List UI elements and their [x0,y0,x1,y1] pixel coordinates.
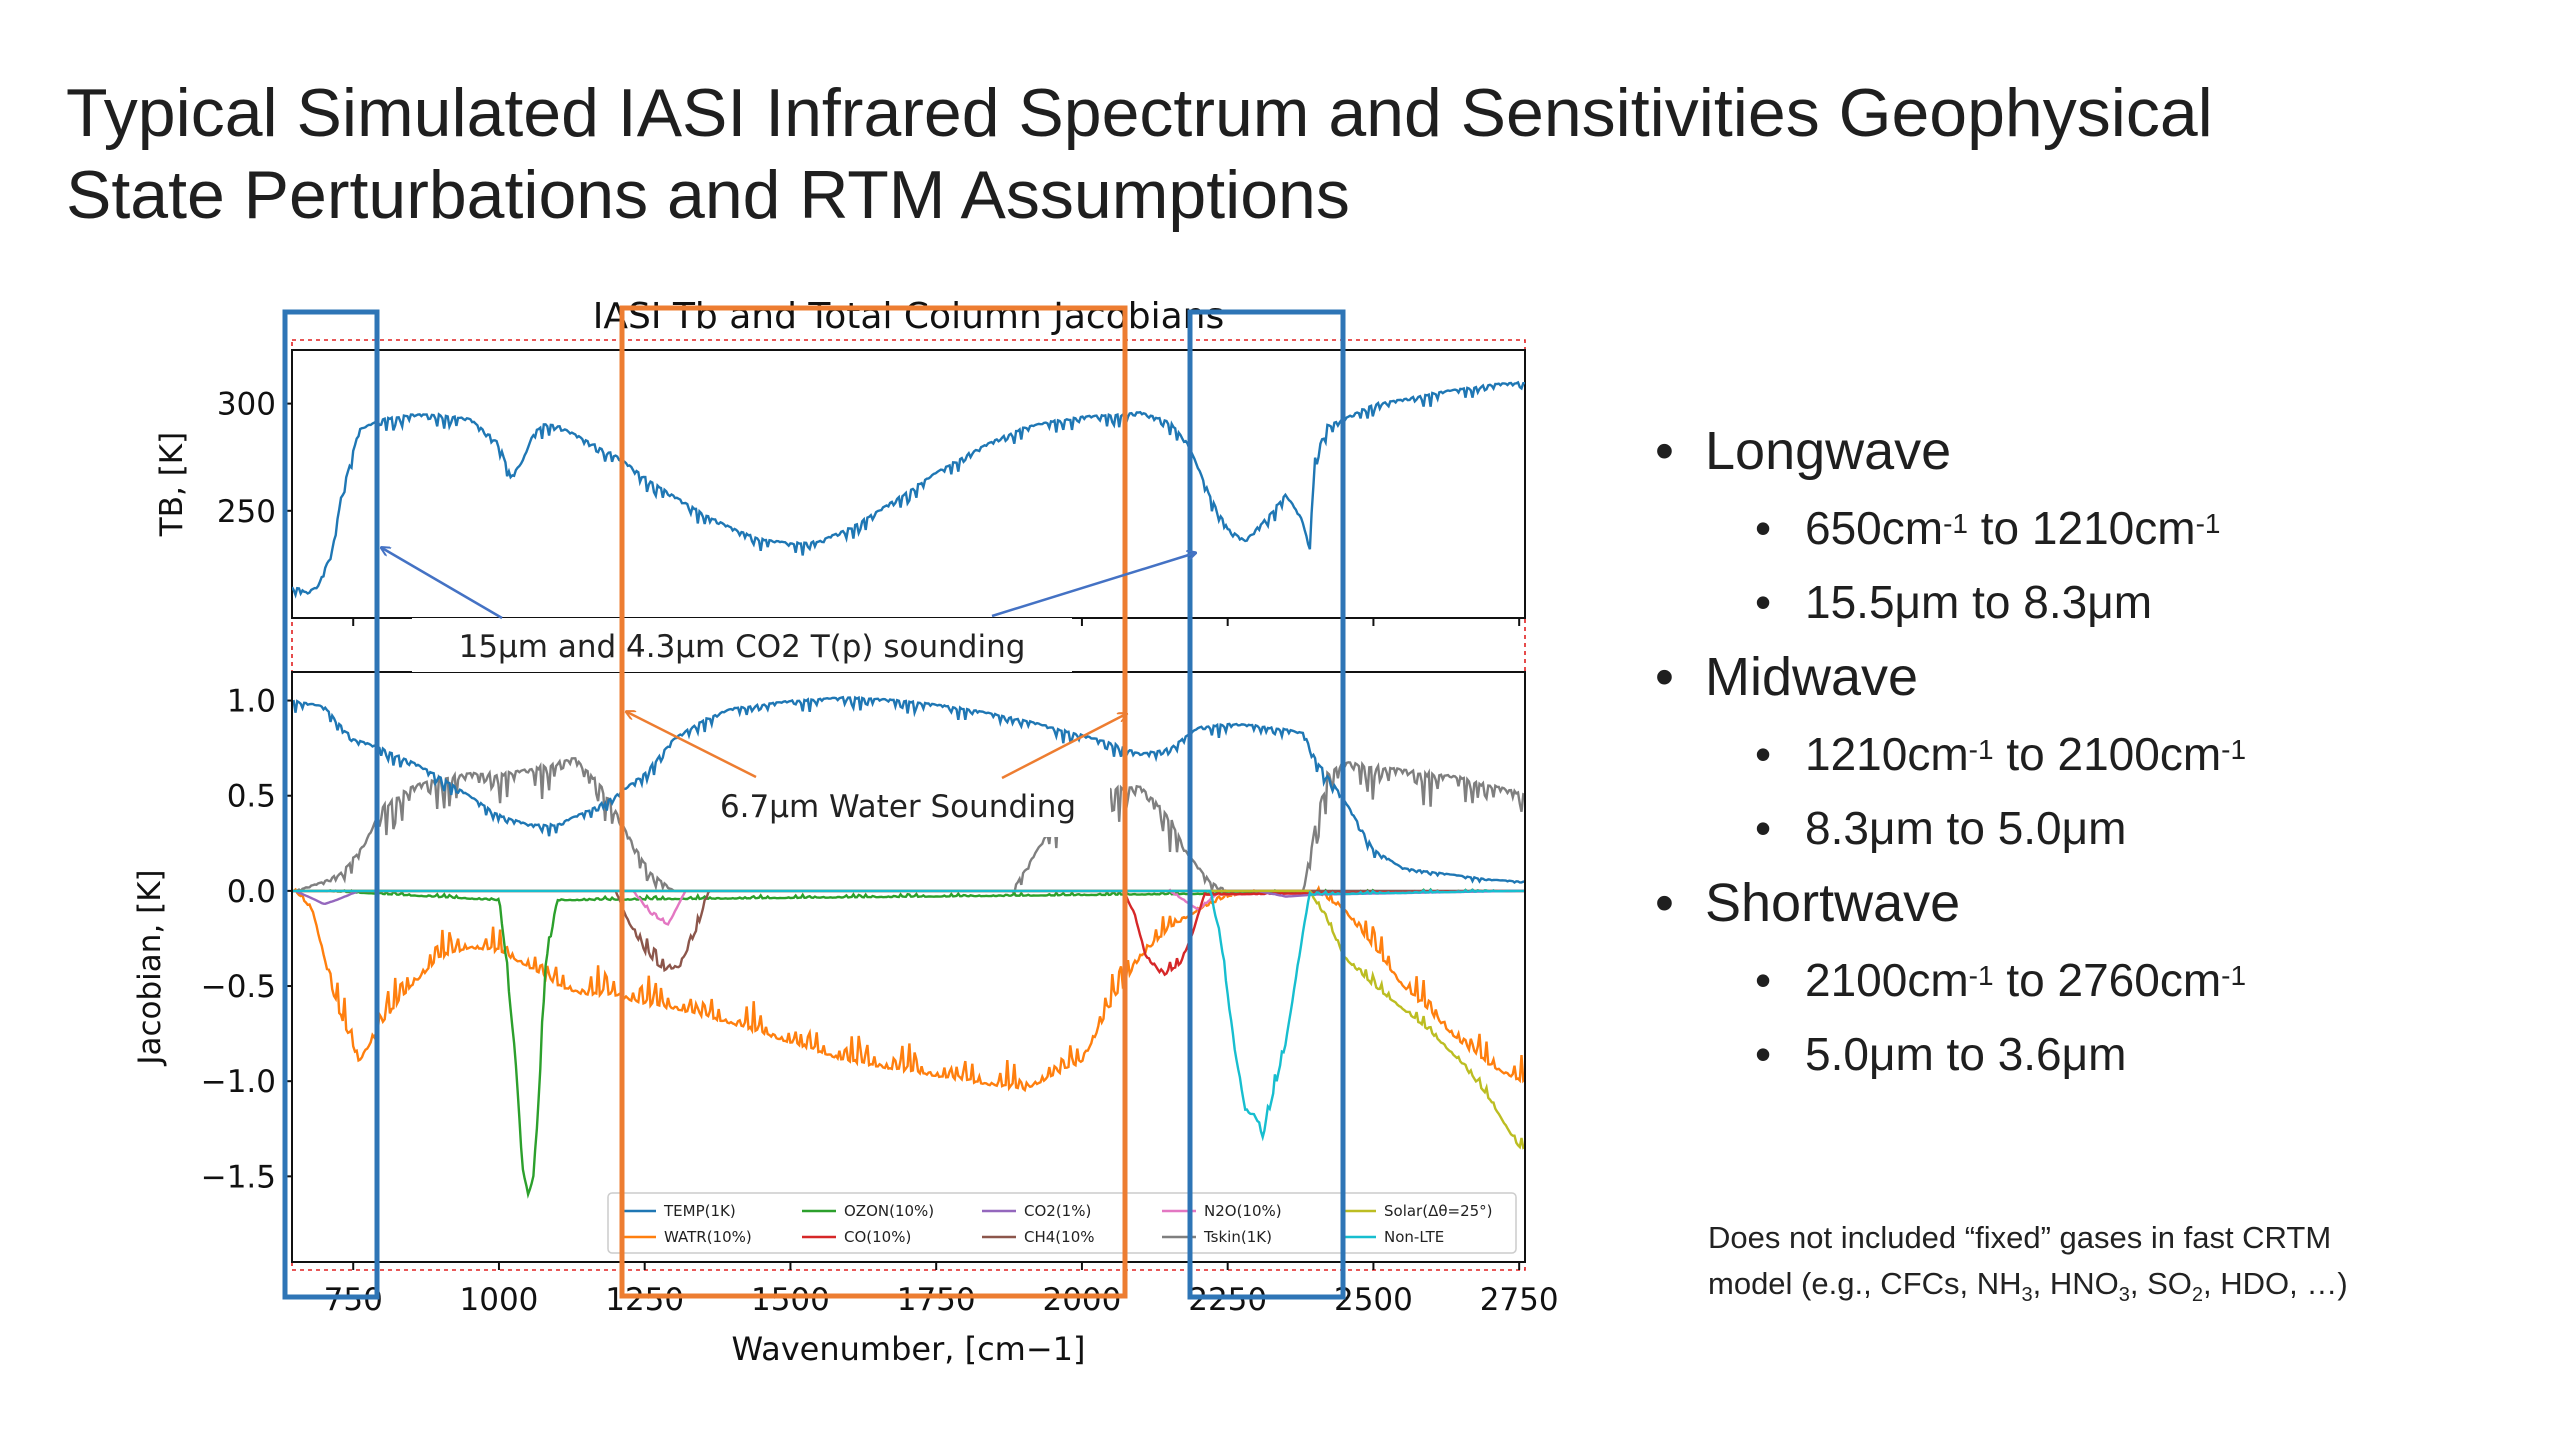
jacobian-ylabel: Jacobian, [K] [132,869,168,1066]
jacobian-series-non-lte [292,888,1525,1142]
xtick-label: 750 [324,1282,383,1318]
bullet-longwave: Longwave [1655,419,2455,483]
bullet-midwave: Midwave [1655,645,2455,709]
legend-label: TEMP(1K) [663,1202,736,1220]
jacobian-ytick-label: −1.5 [201,1159,276,1195]
xtick-label: 1750 [897,1282,976,1318]
jacobian-panel-frame [291,671,1526,1263]
slide-title-line-2: State Perturbations and RTM Assumptions [66,157,1350,233]
iasi-chart: IASI Tb and Total Column Jacobians 250 300… [132,296,1559,1368]
highlight-band-midwave [619,305,1128,1299]
jacobian-series-co-10 [292,888,1525,977]
legend-label: Tskin(1K) [1203,1228,1272,1246]
legend-label: CO(10%) [844,1228,911,1246]
tb-ytick-label: 250 [217,494,276,530]
footnote-line-1: Does not included “fixed” gases in fast … [1708,1220,2332,1255]
tb-ytick-label: 300 [217,387,276,423]
jacobian-series-watr-10 [292,885,1525,1093]
water-arrow-left [627,712,757,779]
bullet-shortwave: Shortwave [1655,871,2455,935]
footnote-line-2: model (e.g., CFCs, NH3, HNO3, SO2, HDO, … [1708,1266,2348,1307]
jacobian-series-solar-25 [292,889,1525,1150]
xtick-label: 2000 [1042,1282,1121,1318]
jacobian-ytick-label: 1.0 [227,684,276,720]
co2-arrow-left [382,548,503,620]
x-axis-label: Wavenumber, [cm−1] [732,1330,1086,1368]
jacobian-series-ozon-10 [292,887,1525,1199]
footnote: Does not included “fixed” gases in fast … [1708,1215,2488,1318]
bullet-shortwave-range-um: 5.0μm to 3.6μm [1655,1025,2455,1083]
bullet-shortwave-range-cm: 2100cm-1 to 2760cm-1 [1655,951,2455,1009]
xtick-label: 1500 [751,1282,830,1318]
legend-label: Non-LTE [1384,1228,1444,1246]
jacobian-ytick-label: 0.5 [227,779,276,815]
tb-spectrum-line [292,380,1525,599]
co2-arrow-right [991,553,1195,618]
jacobian-series-ch4-10 [292,889,1525,973]
bullet-longwave-range-um: 15.5μm to 8.3μm [1655,573,2455,631]
annotation-water-sounding: 6.7μm Water Sounding [720,789,1076,825]
jacobian-ytick-label: −0.5 [201,969,276,1005]
slide-title-line-1: Typical Simulated IASI Infrared Spectrum… [66,75,2213,151]
band-bullets: Longwave 650cm-1 to 1210cm-1 15.5μm to 8… [1655,405,2455,1083]
jacobian-ytick-label: 0.0 [227,874,276,910]
water-arrow-right [1001,714,1126,780]
slide-title: Typical Simulated IASI Infrared Spectrum… [66,72,2366,236]
annotation-box-co2 [412,618,1072,672]
annotation-box-water [690,775,1110,837]
xtick-label: 1000 [460,1282,539,1318]
legend-label: OZON(10%) [844,1202,934,1220]
xtick-label: 2250 [1188,1282,1267,1318]
bullet-midwave-range-cm: 1210cm-1 to 2100cm-1 [1655,725,2455,783]
bullet-midwave-range-um: 8.3μm to 5.0μm [1655,799,2455,857]
xtick-label: 1250 [605,1282,684,1318]
highlight-band-shortwave [1187,309,1346,1300]
annotation-co2-sounding: 15μm and 4.3μm CO2 T(p) sounding [459,629,1026,665]
highlight-band-longwave [282,309,380,1300]
jacobian-ytick-label: −1.0 [201,1064,276,1100]
legend-label: N2O(10%) [1204,1202,1282,1220]
legend-label: Solar(Δθ=25°) [1384,1202,1493,1220]
jacobian-series-temp-1k [292,695,1525,884]
legend-label: CO2(1%) [1024,1202,1091,1220]
tb-ylabel: TB, [K] [154,432,190,537]
chart-title: IASI Tb and Total Column Jacobians [593,296,1224,337]
legend-label: CH4(10% [1024,1228,1095,1246]
bullet-longwave-range-cm: 650cm-1 to 1210cm-1 [1655,499,2455,557]
legend-label: WATR(10%) [664,1228,752,1246]
tb-panel-frame [291,349,1526,619]
xtick-label: 2500 [1334,1282,1413,1318]
xtick-label: 2750 [1480,1282,1559,1318]
